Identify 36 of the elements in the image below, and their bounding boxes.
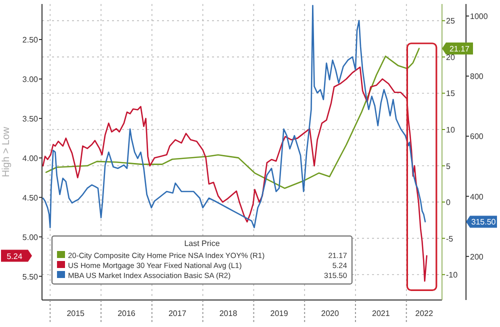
y2-tick-label: 5 bbox=[446, 162, 451, 171]
y2-tick-label: -5 bbox=[446, 234, 454, 244]
y2-tick-label: 15 bbox=[446, 89, 456, 98]
y2-tick-label: 20 bbox=[446, 52, 456, 62]
y3-tick-label: 400 bbox=[470, 192, 484, 202]
y2-tick-label: -10 bbox=[446, 270, 458, 280]
line-series bbox=[42, 4, 426, 228]
text: 5.24 bbox=[6, 252, 22, 261]
x-tick-label: 2021 bbox=[372, 309, 390, 318]
x-tick-label: 2017 bbox=[168, 309, 187, 318]
x-tick-label: 2020 bbox=[321, 309, 340, 318]
y-tick-label: 4.50 bbox=[22, 193, 39, 202]
y-axis-title: High > Low bbox=[1, 126, 12, 178]
y2-tick-label: 0 bbox=[446, 198, 451, 208]
y-tick-label: 4.00 bbox=[22, 154, 39, 163]
y3-tick-label: 800 bbox=[470, 72, 484, 82]
line-series bbox=[42, 66, 428, 282]
y-tick-label: 3.00 bbox=[22, 74, 39, 84]
line-series bbox=[45, 48, 420, 189]
y-tick-label: 2.50 bbox=[22, 36, 39, 45]
x-tick-label: 2018 bbox=[219, 309, 238, 318]
x-tick-label: 2016 bbox=[118, 309, 136, 318]
y-tick-label: 3.50 bbox=[22, 114, 39, 124]
y2-tick-label: 25 bbox=[446, 16, 456, 26]
y3-tick-label: 600 bbox=[470, 132, 484, 142]
y3-tick-label: 200 bbox=[470, 252, 484, 262]
x-tick-label: 2015 bbox=[66, 309, 86, 318]
legend-title: Last Price bbox=[184, 239, 220, 248]
x-tick-label: 2019 bbox=[270, 309, 289, 318]
y-tick-label: 5.50 bbox=[22, 272, 39, 282]
x-tick-label: 2022 bbox=[415, 309, 434, 318]
text: 21.17 bbox=[449, 44, 470, 54]
y2-tick-label: 10 bbox=[446, 126, 456, 135]
text: 315.50 bbox=[471, 218, 496, 227]
y3-tick-label: 1000 bbox=[470, 12, 488, 22]
y-tick-label: 5.00 bbox=[22, 232, 39, 242]
